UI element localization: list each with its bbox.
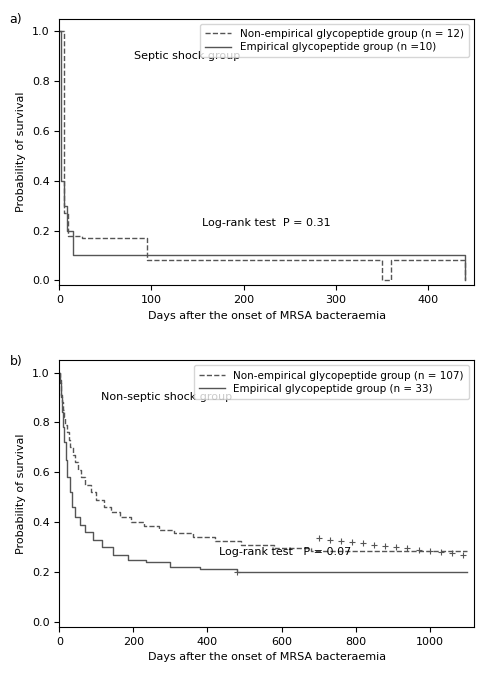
Text: Log-rank test   P = 0.07: Log-rank test P = 0.07 [219, 546, 351, 556]
Y-axis label: Probability of survival: Probability of survival [16, 92, 26, 212]
Text: a): a) [9, 14, 22, 26]
Legend: Non-empirical glycopeptide group (n = 12), Empirical glycopeptide group (n =10): Non-empirical glycopeptide group (n = 12… [200, 24, 469, 57]
Text: b): b) [9, 355, 22, 368]
Text: Non-septic shock group: Non-septic shock group [101, 392, 232, 402]
Legend: Non-empirical glycopeptide group (n = 107), Empirical glycopeptide group (n = 33: Non-empirical glycopeptide group (n = 10… [194, 365, 469, 399]
X-axis label: Days after the onset of MRSA bacteraemia: Days after the onset of MRSA bacteraemia [148, 652, 386, 662]
Y-axis label: Probability of survival: Probability of survival [16, 433, 26, 554]
Text: Septic shock group: Septic shock group [134, 51, 240, 61]
Text: Log-rank test  P = 0.31: Log-rank test P = 0.31 [202, 218, 331, 228]
X-axis label: Days after the onset of MRSA bacteraemia: Days after the onset of MRSA bacteraemia [148, 311, 386, 320]
